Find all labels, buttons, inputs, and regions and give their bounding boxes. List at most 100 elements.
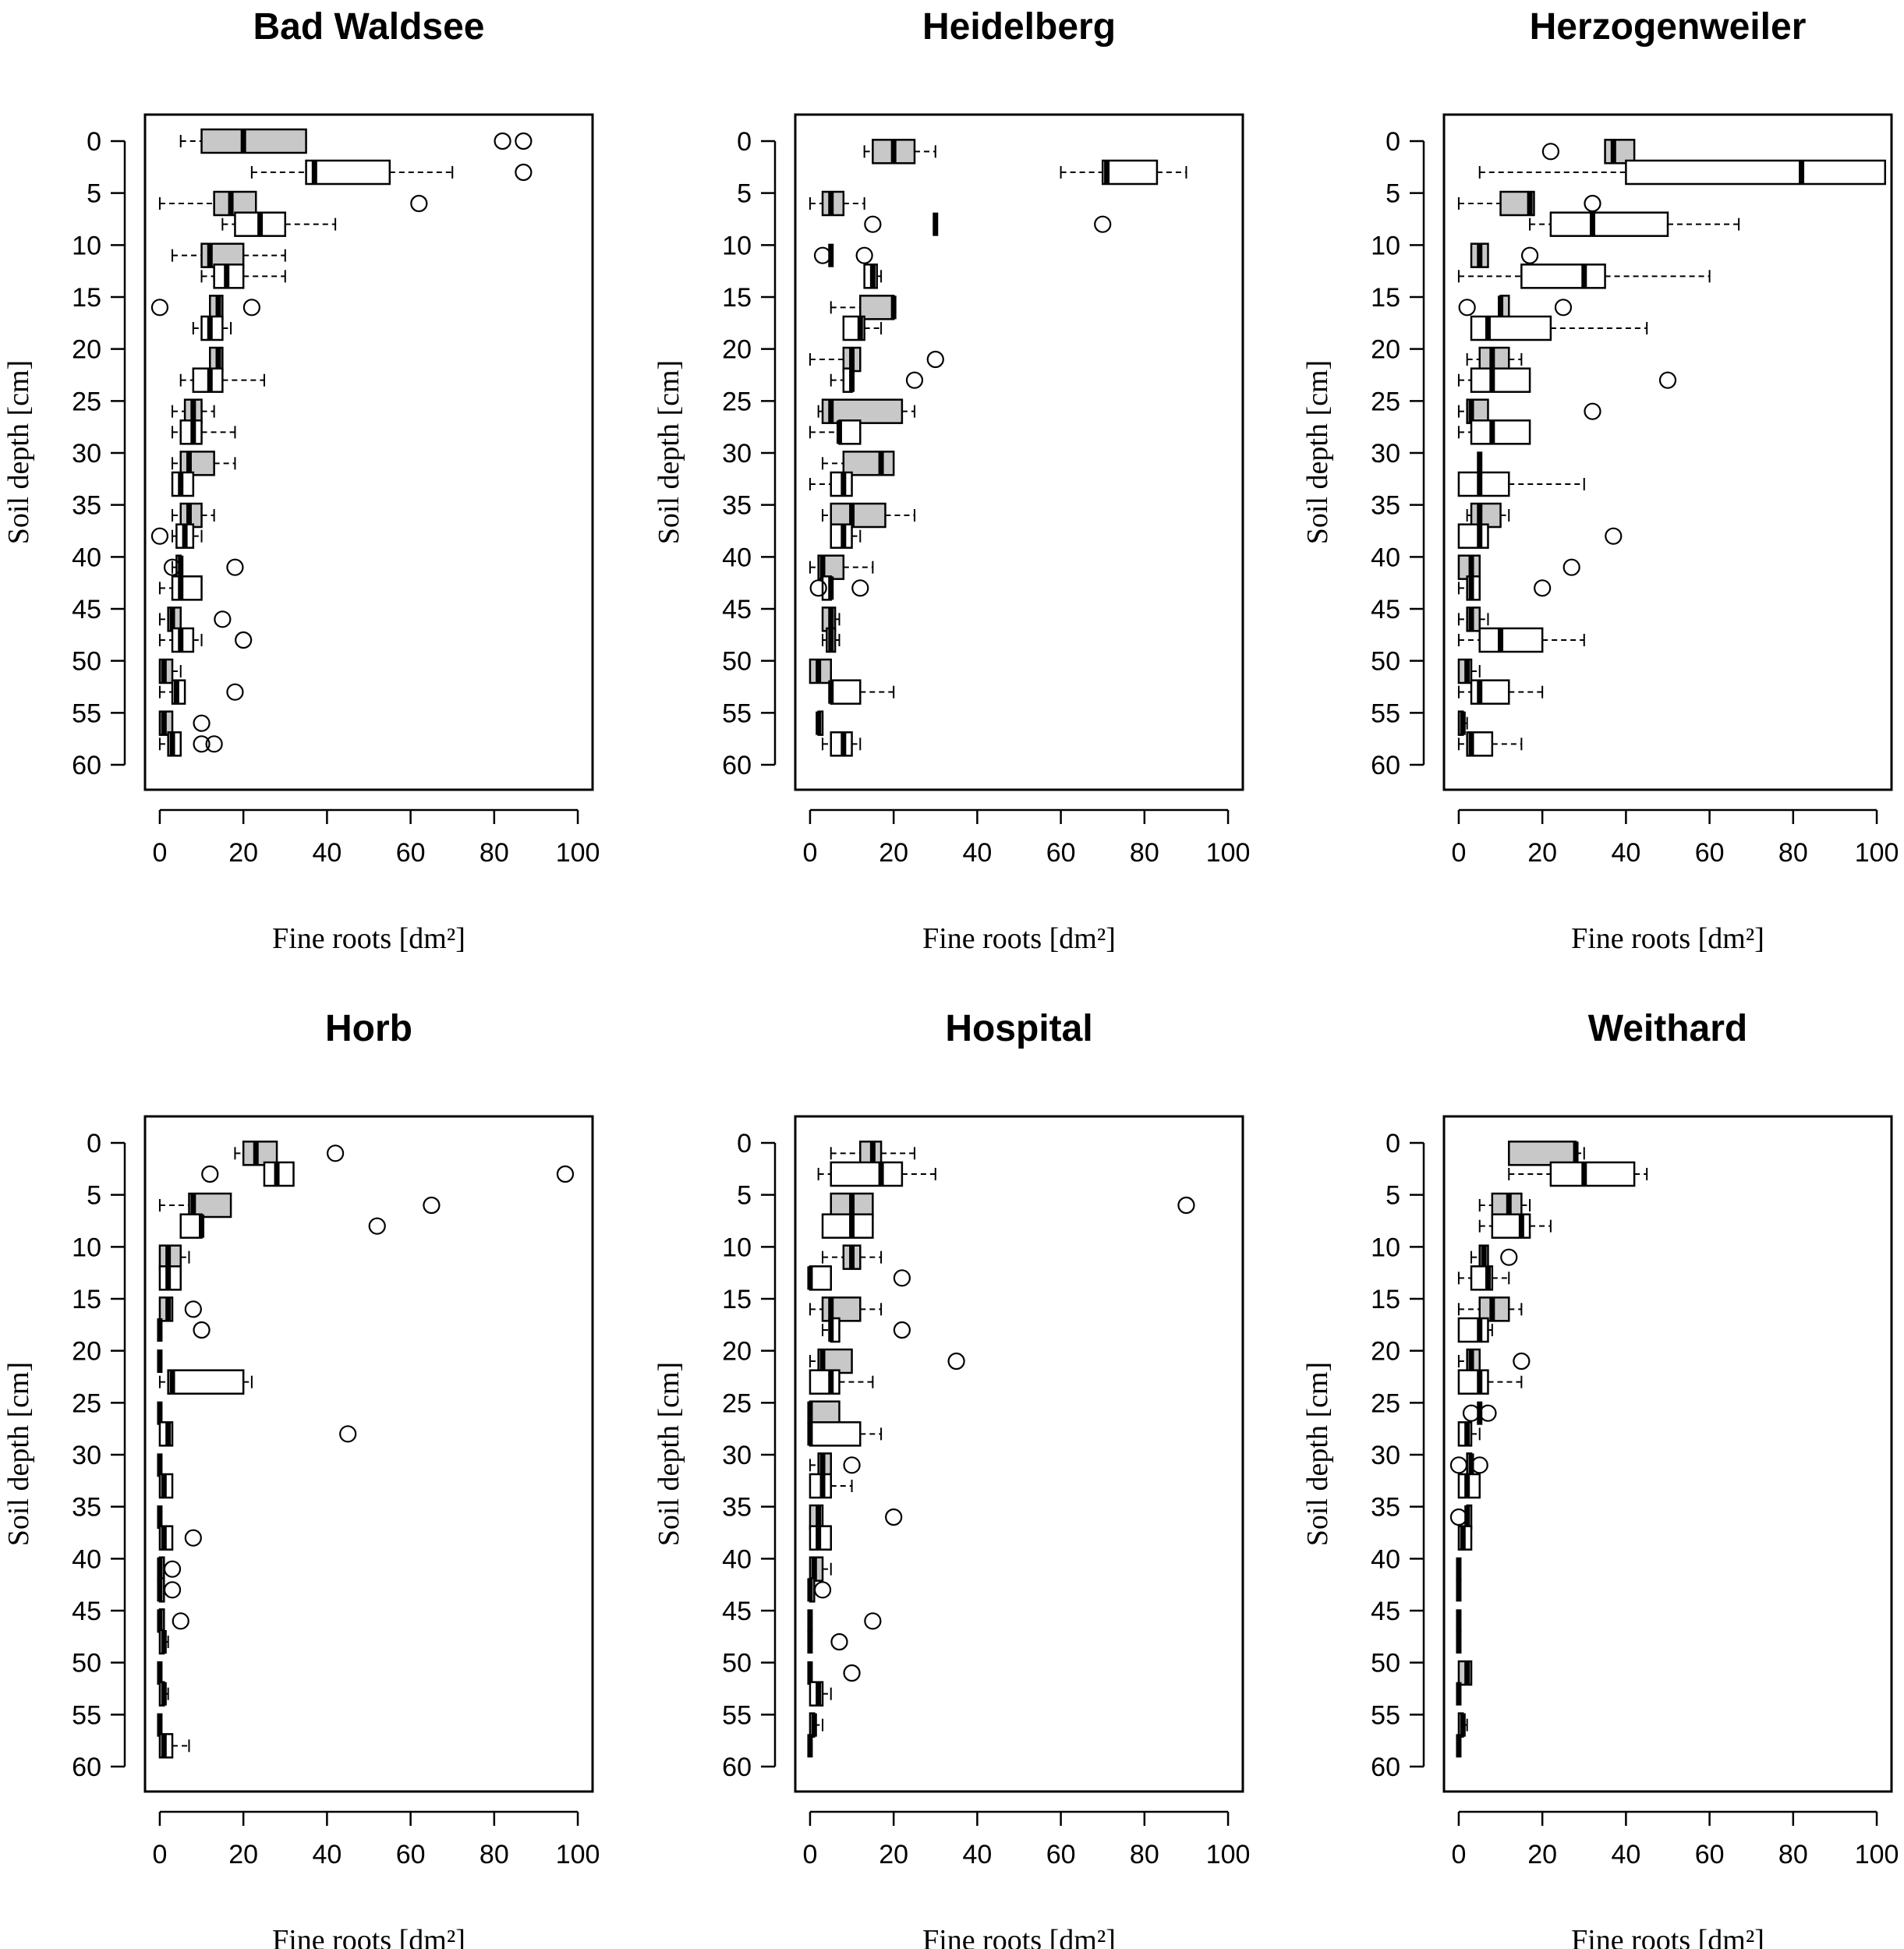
outlier-point [905, 371, 924, 389]
box-iqr [179, 1213, 203, 1239]
panel-title: Hospital [945, 1008, 1092, 1049]
x-axis-label: Fine roots [dm²] [922, 922, 1116, 955]
y-tick-label: 25 [1371, 1388, 1400, 1418]
outlier-point [1500, 1248, 1518, 1266]
box-iqr [838, 419, 862, 445]
y-tick-label: 45 [722, 1597, 752, 1626]
y-tick-label: 60 [722, 751, 752, 780]
y-tick-label: 0 [87, 127, 101, 157]
box-depth-46 [821, 607, 841, 632]
outlier-point [1658, 371, 1677, 389]
panel-horb: Horb 0 20 40 60 80 100 0 5 10 15 20 25 30 35 40 45 50 55 60… [2, 1008, 600, 1949]
y-tick-label: 50 [1371, 647, 1400, 677]
outlier-point [226, 683, 244, 701]
y-tick-label: 45 [72, 1597, 101, 1626]
x-axis-label: Fine roots [dm²] [272, 922, 465, 955]
y-tick-label: 15 [72, 1285, 101, 1314]
outlier-point [556, 1165, 575, 1183]
y-tick-label: 60 [1371, 1753, 1400, 1782]
box-iqr [809, 1421, 862, 1447]
x-tick-label: 0 [1451, 838, 1466, 868]
y-tick-label: 30 [1371, 439, 1400, 469]
y-tick-label: 15 [1371, 283, 1400, 313]
x-tick-label: 60 [1695, 838, 1725, 868]
box-iqr [809, 1265, 832, 1291]
box-depth-36 [172, 502, 215, 529]
box-depth-0 [179, 128, 533, 154]
box-depth-8 [1478, 1213, 1552, 1239]
y-tick-label: 35 [1371, 491, 1400, 521]
box-depth-38 [1457, 1525, 1473, 1551]
outlier-point [327, 1144, 345, 1162]
box-depth-1 [830, 1141, 915, 1166]
box-depth-23 [1457, 367, 1677, 393]
box-depth-18 [192, 315, 232, 341]
x-tick-label: 80 [1130, 1840, 1159, 1869]
box-depth-43 [807, 1577, 832, 1603]
box-iqr [821, 398, 904, 424]
y-tick-label: 15 [1371, 1285, 1400, 1314]
box-depth-38 [830, 523, 862, 549]
box-depth-51 [158, 658, 182, 684]
outlier-point [226, 558, 244, 576]
outlier-point [214, 610, 232, 628]
x-tick-label: 40 [312, 838, 342, 868]
box-depth-26 [817, 398, 915, 424]
box-depth-48 [158, 627, 253, 653]
outlier-point [1470, 1456, 1488, 1474]
x-tick-label: 20 [1527, 838, 1557, 868]
panel-title: Herzogenweiler [1530, 6, 1807, 48]
y-tick-label: 35 [1371, 1493, 1400, 1523]
box-depth-58 [158, 1733, 190, 1759]
box-depth-48 [158, 1629, 169, 1655]
box-depth-1 [1541, 139, 1636, 164]
box-depth-41 [163, 554, 244, 580]
box-depth-58 [158, 731, 223, 757]
y-tick-label: 40 [1371, 543, 1400, 572]
box-iqr [1478, 627, 1544, 653]
box-iqr [1470, 367, 1531, 393]
box-iqr [305, 159, 391, 186]
box-depth-38 [150, 523, 203, 549]
y-tick-label: 20 [1371, 335, 1400, 365]
box-depth-38 [158, 1525, 202, 1551]
outlier-point [515, 163, 533, 182]
box-depth-26 [172, 398, 215, 424]
box-depth-3 [1060, 159, 1187, 186]
box-iqr [171, 575, 203, 601]
box-iqr [1604, 139, 1636, 164]
box-depth-51 [1457, 1660, 1473, 1686]
box-depth-16 [1457, 1296, 1523, 1322]
box-depth-3 [201, 1161, 575, 1187]
outlier-point [947, 1352, 965, 1371]
box-depth-28 [807, 1421, 883, 1447]
box-depth-56 [1457, 1712, 1468, 1738]
y-tick-label: 55 [1371, 1700, 1400, 1730]
box-depth-13 [1457, 1265, 1510, 1291]
outlier-point [184, 1529, 202, 1547]
x-tick-label: 40 [962, 838, 992, 868]
x-tick-label: 0 [802, 1840, 817, 1869]
outlier-point [843, 1664, 861, 1682]
y-tick-label: 35 [72, 491, 101, 521]
panel-title: Bad Waldsee [253, 6, 485, 48]
x-tick-label: 20 [228, 838, 258, 868]
box-iqr [1457, 1369, 1489, 1395]
plot-frame [143, 113, 594, 791]
box-depth-43 [809, 575, 869, 601]
panel-title: Heidelberg [922, 6, 1116, 48]
panel-heidelberg: Heidelberg 0 20 40 60 80 100 0 5 10 15 20 25 30 35 40 45… [653, 6, 1250, 955]
outlier-point [809, 579, 827, 597]
y-tick-label: 30 [722, 439, 752, 469]
outlier-point [242, 299, 260, 317]
x-tick-label: 100 [1855, 838, 1899, 868]
y-tick-label: 40 [72, 543, 101, 572]
x-tick-label: 20 [879, 838, 908, 868]
outlier-point [410, 194, 428, 213]
box-depth-6 [830, 1192, 1195, 1219]
box-iqr [167, 1369, 245, 1395]
x-tick-label: 20 [879, 1840, 908, 1869]
x-tick-label: 80 [1778, 1840, 1808, 1869]
box-depth-46 [1457, 607, 1489, 632]
panel-title: Horb [325, 1008, 412, 1049]
